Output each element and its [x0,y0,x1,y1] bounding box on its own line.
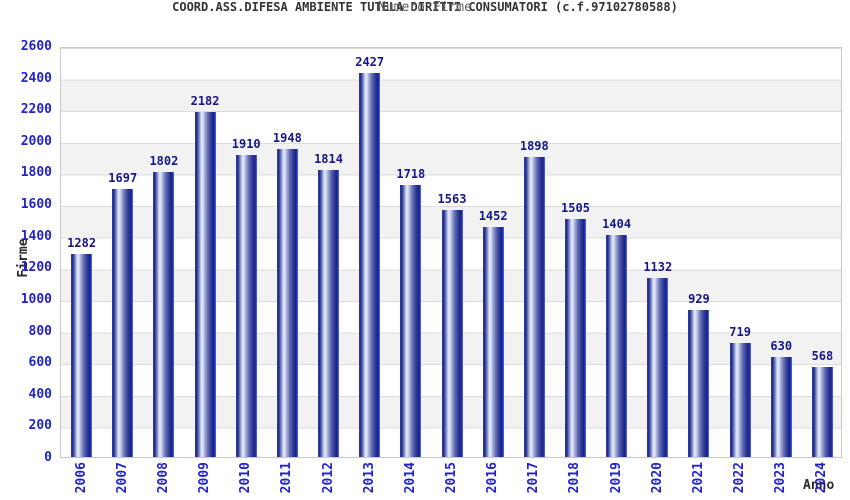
bar-value-label: 1814 [314,152,343,167]
x-tick-label: 2023 [773,462,789,494]
bar [318,170,340,457]
bar-value-label: 568 [811,349,834,364]
bar [400,185,422,457]
y-tick-label: 400 [28,386,52,402]
x-tick-label: 2014 [402,462,418,494]
chart-title: COORD.ASS.DIFESA AMBIENTE TUTELA DIRITTI… [172,0,678,14]
y-tick-label: 2600 [20,39,52,54]
bar [276,149,298,457]
x-tick-label: 2017 [526,462,542,494]
x-axis-title: Anno [803,478,835,493]
bar-value-label: 1948 [272,131,302,146]
bar-value-label: 2427 [355,55,385,70]
bar-value-label: 1898 [519,138,549,153]
x-tick-label: 2010 [238,462,254,494]
bar [647,278,669,457]
bar [359,73,381,457]
bar-value-label: 1697 [108,170,138,185]
y-tick-label: 800 [28,323,52,339]
bar-value-label: 1910 [231,137,261,152]
y-tick-label: 2400 [20,70,52,86]
x-tick-label: 2008 [155,462,171,494]
x-tick-label: 2021 [690,462,706,494]
x-tick-label: 2011 [279,462,295,494]
x-tick-label: 2015 [444,462,459,494]
y-tick-label: 1600 [20,197,52,213]
bar [153,172,175,457]
bar-value-label: 1802 [149,154,179,169]
bar [729,343,751,457]
y-tick-label: 2000 [20,133,52,149]
bar-value-label: 1718 [396,167,426,182]
y-tick-label: 1800 [20,165,52,181]
bar [235,155,257,457]
bar-value-label: 1282 [67,236,97,251]
bar [482,227,504,457]
x-tick-label: 2012 [320,462,336,494]
x-tick-label: 2020 [649,462,665,494]
bar [688,310,710,457]
x-tick-label: 2024 [814,462,830,494]
bar-value-label: 1132 [643,260,673,275]
bar-value-label: 929 [688,292,710,307]
x-tick-label: 2019 [608,462,624,494]
bar-value-label: 1452 [478,209,508,224]
bar-value-label: 1404 [602,217,632,232]
y-tick-label: 0 [44,450,52,465]
bar [441,209,463,457]
bar-value-label: 719 [729,325,751,340]
y-tick-label: 1400 [20,228,52,244]
x-tick-label: 2009 [197,462,213,494]
bar [811,367,833,457]
x-tick-label: 2022 [732,462,748,494]
bar-value-label: 2182 [190,94,220,109]
bar-value-label: 1563 [437,191,467,206]
bar [194,112,216,457]
bar [564,219,586,457]
x-tick-label: 2018 [567,462,583,494]
bar [71,254,93,457]
bar [112,188,134,457]
x-tick-label: 2013 [361,462,377,494]
bar-value-label: 630 [770,339,793,354]
y-tick-label: 1200 [20,260,52,276]
y-tick-label: 200 [28,418,52,434]
x-tick-label: 2016 [485,462,501,494]
bar [770,357,792,457]
bar [606,235,628,457]
bar [523,156,545,457]
x-tick-label: 2006 [73,462,89,494]
chart-subtitle: Numero Firme [378,0,472,15]
bar-value-label: 1505 [561,201,590,216]
y-tick-label: 2200 [20,102,52,118]
y-tick-label: 1000 [20,291,52,307]
plot-area: 1282 1697 1802 2182 1910 1948 1814 2427 1718 1563… [60,47,842,458]
y-tick-label: 600 [28,355,52,371]
x-tick-label: 2007 [114,462,130,494]
